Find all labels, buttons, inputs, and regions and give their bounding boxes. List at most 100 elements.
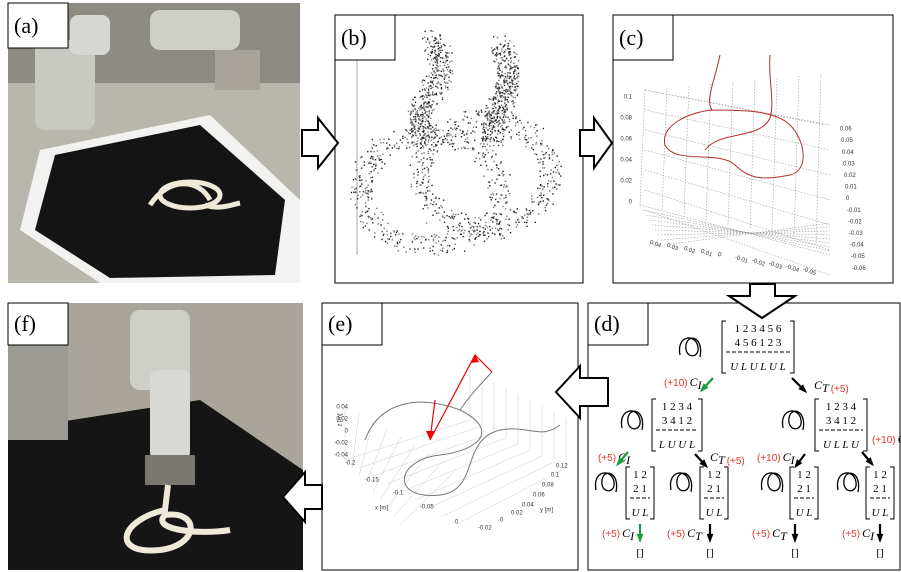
point bbox=[442, 215, 443, 216]
point bbox=[487, 144, 488, 145]
point bbox=[476, 234, 477, 235]
matrix-row: 3 4 1 2 bbox=[826, 415, 856, 427]
point bbox=[413, 135, 414, 136]
point bbox=[420, 123, 421, 124]
point bbox=[423, 137, 424, 138]
point bbox=[427, 47, 428, 48]
point bbox=[447, 57, 448, 58]
point bbox=[443, 44, 444, 45]
point bbox=[365, 180, 366, 181]
point bbox=[502, 206, 503, 207]
point bbox=[484, 156, 485, 157]
point bbox=[541, 197, 542, 198]
point bbox=[381, 159, 382, 160]
point bbox=[417, 150, 418, 151]
point bbox=[431, 140, 432, 141]
point bbox=[409, 248, 410, 249]
point bbox=[447, 64, 448, 65]
point bbox=[508, 43, 509, 44]
point bbox=[411, 186, 412, 187]
point bbox=[511, 95, 512, 96]
point bbox=[490, 134, 491, 135]
point bbox=[514, 211, 515, 212]
point bbox=[464, 134, 465, 135]
point bbox=[492, 193, 493, 194]
point bbox=[492, 131, 493, 132]
point bbox=[455, 214, 456, 215]
point bbox=[437, 141, 438, 142]
point bbox=[495, 98, 496, 99]
point bbox=[444, 45, 445, 46]
point bbox=[499, 73, 500, 74]
point bbox=[419, 133, 420, 134]
point bbox=[484, 129, 485, 130]
point bbox=[490, 125, 491, 126]
point bbox=[360, 215, 361, 216]
point bbox=[506, 82, 507, 83]
point bbox=[497, 219, 498, 220]
point bbox=[389, 238, 390, 239]
point bbox=[365, 202, 366, 203]
point bbox=[419, 192, 420, 193]
tick-label: 0.06 bbox=[840, 127, 852, 133]
point bbox=[366, 223, 367, 224]
point bbox=[500, 163, 501, 164]
point bbox=[440, 205, 441, 206]
point bbox=[412, 99, 413, 100]
point bbox=[505, 80, 506, 81]
score: (+10) bbox=[757, 453, 781, 464]
point bbox=[448, 77, 449, 78]
point bbox=[512, 86, 513, 87]
point bbox=[459, 225, 460, 226]
point bbox=[452, 249, 453, 250]
point bbox=[413, 125, 414, 126]
point bbox=[417, 140, 418, 141]
point bbox=[504, 82, 505, 83]
point bbox=[509, 54, 510, 55]
point bbox=[375, 168, 376, 169]
point bbox=[435, 134, 436, 135]
point bbox=[450, 72, 451, 73]
point bbox=[497, 37, 498, 38]
point bbox=[521, 123, 522, 124]
point bbox=[433, 142, 434, 143]
point bbox=[392, 147, 393, 148]
point bbox=[486, 212, 487, 213]
point bbox=[351, 192, 352, 193]
point bbox=[541, 185, 542, 186]
point bbox=[429, 113, 430, 114]
point bbox=[434, 234, 435, 235]
point bbox=[508, 219, 509, 220]
point bbox=[427, 158, 428, 159]
point bbox=[447, 87, 448, 88]
point bbox=[497, 112, 498, 113]
point bbox=[549, 154, 550, 155]
point bbox=[496, 122, 497, 123]
tick-label: -0.06 bbox=[852, 266, 866, 272]
point bbox=[438, 48, 439, 49]
point bbox=[424, 116, 425, 117]
point bbox=[365, 188, 366, 189]
point bbox=[502, 106, 503, 107]
point bbox=[479, 158, 480, 159]
point bbox=[427, 106, 428, 107]
point bbox=[428, 172, 429, 173]
point bbox=[476, 237, 477, 238]
point bbox=[519, 139, 520, 140]
point bbox=[544, 154, 545, 155]
point bbox=[425, 49, 426, 50]
point bbox=[426, 107, 427, 108]
point bbox=[536, 142, 537, 143]
point bbox=[471, 118, 472, 119]
point bbox=[482, 128, 483, 129]
point bbox=[423, 102, 424, 103]
point bbox=[416, 114, 417, 115]
point bbox=[515, 70, 516, 71]
point bbox=[498, 90, 499, 91]
point bbox=[485, 225, 486, 226]
point bbox=[489, 111, 490, 112]
point bbox=[436, 61, 437, 62]
point bbox=[465, 111, 466, 112]
tick-label: -0.04 bbox=[334, 453, 348, 459]
point bbox=[546, 145, 547, 146]
